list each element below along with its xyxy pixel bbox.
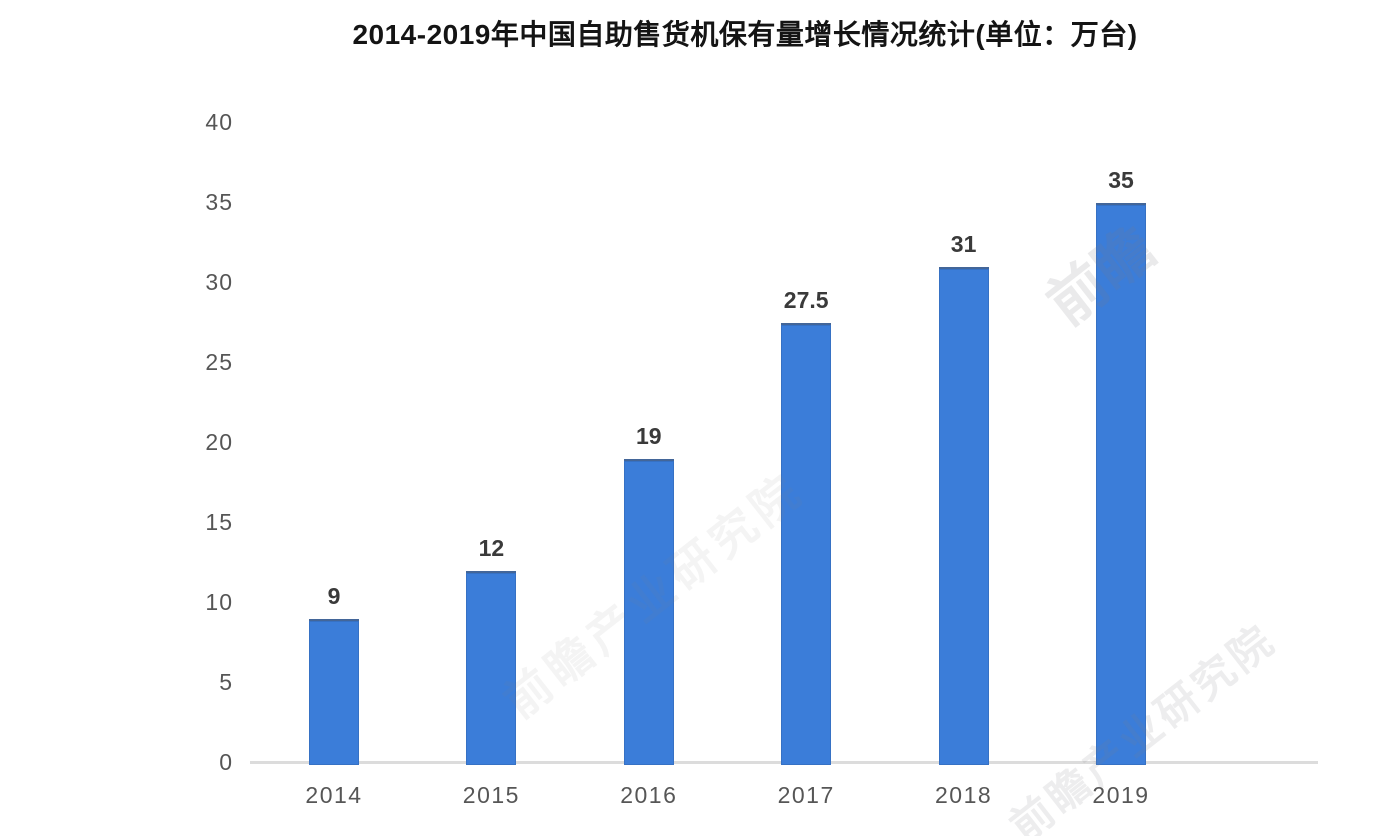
y-tick-label: 30 [205,268,233,295]
bar-value-label: 35 [1108,167,1134,193]
x-tick-label: 2019 [1092,782,1150,808]
bar-2017 [781,323,832,765]
bar-2014 [309,619,359,765]
bar-value-label: 27.5 [783,287,829,313]
y-tick-label: 15 [205,508,233,535]
y-tick-label: 10 [205,588,233,615]
y-tick-label: 40 [205,108,233,135]
y-tick-label: 5 [219,668,233,695]
bar-value-label: 31 [950,231,977,257]
x-tick-label: 2017 [777,782,835,808]
bar-2016 [623,459,674,765]
bar-value-label: 9 [327,583,341,609]
bar-2015 [466,571,517,765]
bar-2018 [938,267,989,765]
x-tick-label: 2018 [935,782,993,808]
y-tick-label: 0 [219,748,233,775]
bar-value-label: 12 [478,535,505,561]
bar-value-label: 19 [636,423,662,449]
y-tick-label: 35 [205,188,233,215]
y-tick-label: 20 [205,428,233,455]
chart-title: 2014-2019年中国自助售货机保有量增长情况统计(单位：万台) [352,19,1138,50]
x-tick-label: 2014 [305,782,363,808]
x-tick-label: 2016 [620,782,678,808]
x-tick-label: 2015 [462,782,520,808]
y-tick-label: 25 [205,348,233,375]
bar-2019 [1096,203,1146,765]
